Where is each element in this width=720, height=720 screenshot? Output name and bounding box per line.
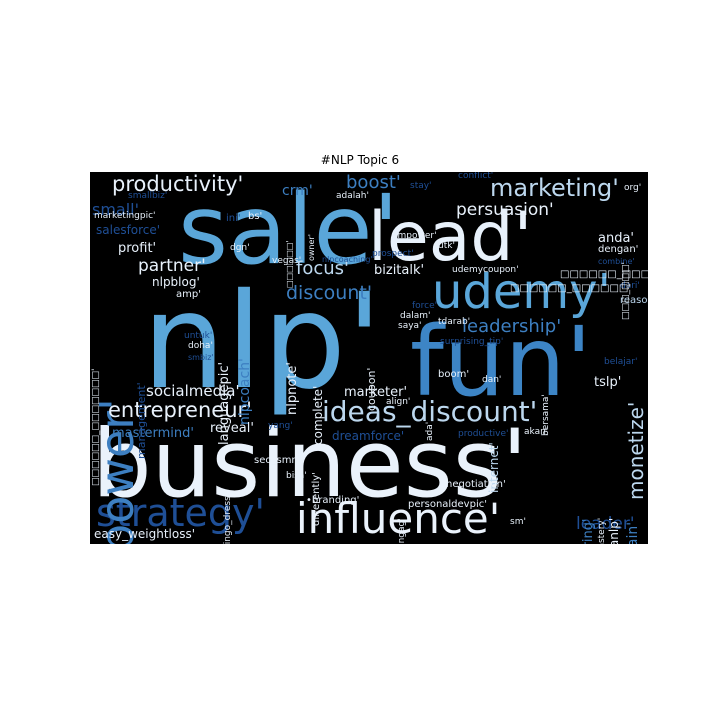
word-marketer: marketer' [344, 385, 408, 400]
word-nlpnote: nlpnote' [285, 362, 300, 415]
word-tdarab: tdarab' [438, 317, 471, 327]
word-prospect: prospect' [372, 249, 414, 259]
word-anda: anda' [598, 231, 634, 246]
word-smallbiz: smallbiz' [128, 191, 168, 201]
word-align: align' [386, 397, 411, 407]
word-boost: boost' [346, 172, 401, 193]
word-mastermind: mastermind' [112, 426, 194, 441]
word-branding: •branding' [306, 495, 360, 506]
word-sm: sm' [510, 517, 526, 527]
word-marketingpic: marketingpic' [94, 211, 156, 221]
word-bs: bs' [248, 211, 263, 222]
word-salesforce: salesforce' [96, 223, 161, 237]
word-stay: stay' [410, 181, 432, 191]
word-leader: leader' [576, 514, 635, 534]
word-combine: combine' [598, 257, 635, 266]
word-udemycoupon: udemycoupon' [452, 265, 519, 275]
word-reason: reason' [620, 295, 648, 306]
word-udemy: udemy' [432, 264, 611, 320]
word-vegas: vegas' [272, 256, 302, 266]
word-bersama: bersama' [541, 394, 551, 436]
word-profit: profit' [118, 241, 157, 256]
word-dalam: dalam' [400, 311, 431, 321]
word-productivity: productivity' [112, 172, 244, 196]
word-yang: yang' [268, 421, 293, 431]
word-reveal: reveal' [210, 421, 254, 436]
word-fun: fun' [410, 306, 592, 418]
word-business: business' [92, 410, 528, 519]
word-seo-smm: seo_smm' [254, 455, 304, 466]
word-crm: crm' [282, 183, 313, 199]
word-boxes-5: □□□□□□' [285, 240, 294, 288]
word-ada: ada' [425, 421, 435, 441]
word-entrepreneur: entrepreneur' [108, 398, 252, 422]
word-nlpcoach: nlpcoach' [237, 358, 253, 425]
word-nlptrain: _nlptrain' [625, 522, 641, 544]
word-dari: dari' [620, 281, 640, 291]
word-belajar: belajar' [604, 357, 638, 367]
word-amp: amp' [176, 289, 201, 300]
word-empower: empower' [392, 231, 437, 241]
word-small: small' [92, 200, 140, 219]
word-leadership: leadership' [462, 316, 562, 337]
word-org: org' [624, 183, 642, 193]
word-monetize: monetize' [624, 401, 648, 500]
word-ini: ini' [226, 213, 241, 224]
word-partner: partner' [138, 256, 206, 276]
word-influence: influence' [296, 494, 501, 543]
word-boxes-1: □□□□□□_□□□□□□□' [91, 368, 101, 486]
word-adalah: adalah' [336, 191, 369, 201]
word-nlpcoaching: nlpcoaching' [322, 255, 373, 264]
word-bingo-dress: bingo_dress' [223, 493, 233, 544]
word-focus: focus' [296, 258, 349, 279]
word-personaldevpic: personaldevpic' [408, 499, 487, 510]
word-smbiz: smbiz' [188, 353, 214, 362]
word-strategy: strategy' [96, 491, 265, 535]
word-surprising-tip: surprising_tip' [440, 337, 504, 347]
word-mindmastery: mindmastery' [597, 518, 607, 544]
word-persuasion: persuasion' [456, 200, 554, 220]
word-ideas-discount: ideas_discount' [322, 395, 538, 428]
word-boxes-4: □□□_□□□' [621, 262, 631, 320]
word-socialmedia: socialmedia' [146, 382, 240, 400]
word-dan: dan' [482, 375, 502, 385]
chart-title: #NLP Topic 6 [320, 153, 400, 167]
word-coupon: coupon' [365, 367, 378, 411]
word-marketing: marketing' [490, 174, 619, 202]
word-complete: complete' [311, 385, 325, 445]
word-untuk: untuk' [184, 331, 213, 341]
word-nlp: nlp' [142, 265, 383, 419]
word-force: force' [412, 301, 438, 311]
word-negotiation: negotiation' [446, 479, 506, 490]
word-dengan: dengan' [598, 244, 639, 255]
word-nlpblog: nlpblog' [152, 275, 200, 289]
word-productive: productive' [458, 429, 509, 439]
word-differently: differently' [311, 472, 322, 526]
word-nadianlp: nadianlp' [607, 518, 621, 544]
word-utk: utk' [438, 241, 455, 251]
word-saya: saya' [398, 321, 422, 331]
word-bizitalk: bizitalk' [374, 263, 425, 278]
word-doha: doha' [188, 341, 213, 351]
word-discount: discount' [286, 282, 373, 304]
word-boxes-3: □□□□□□_□□□□□□' [510, 283, 632, 294]
word-cloud: business' nlp' sale' lead' fun' udemy' i… [90, 172, 648, 544]
word-management: management' [135, 382, 148, 459]
word-tslp: tslp' [594, 375, 622, 390]
word-easy-weightloss: easy_weightloss' [94, 527, 196, 541]
word-owner: owner' [307, 234, 316, 261]
word-dreamforce: dreamforce' [332, 429, 405, 443]
word-inspiring: inspiring' [581, 518, 596, 544]
word-conflict: conflict' [458, 172, 494, 181]
word-five-engag: five_engag' [397, 518, 407, 544]
word-lead: lead' [368, 198, 533, 277]
word-boom: boom' [438, 369, 470, 380]
word-dgn: dgn' [230, 243, 250, 253]
word-bisa: bisa' [286, 471, 307, 481]
word-boxes-2: □□□□□□_□□□□□' [560, 269, 648, 280]
word-akan: akan' [524, 427, 549, 437]
word-sale: sale' [178, 174, 399, 286]
